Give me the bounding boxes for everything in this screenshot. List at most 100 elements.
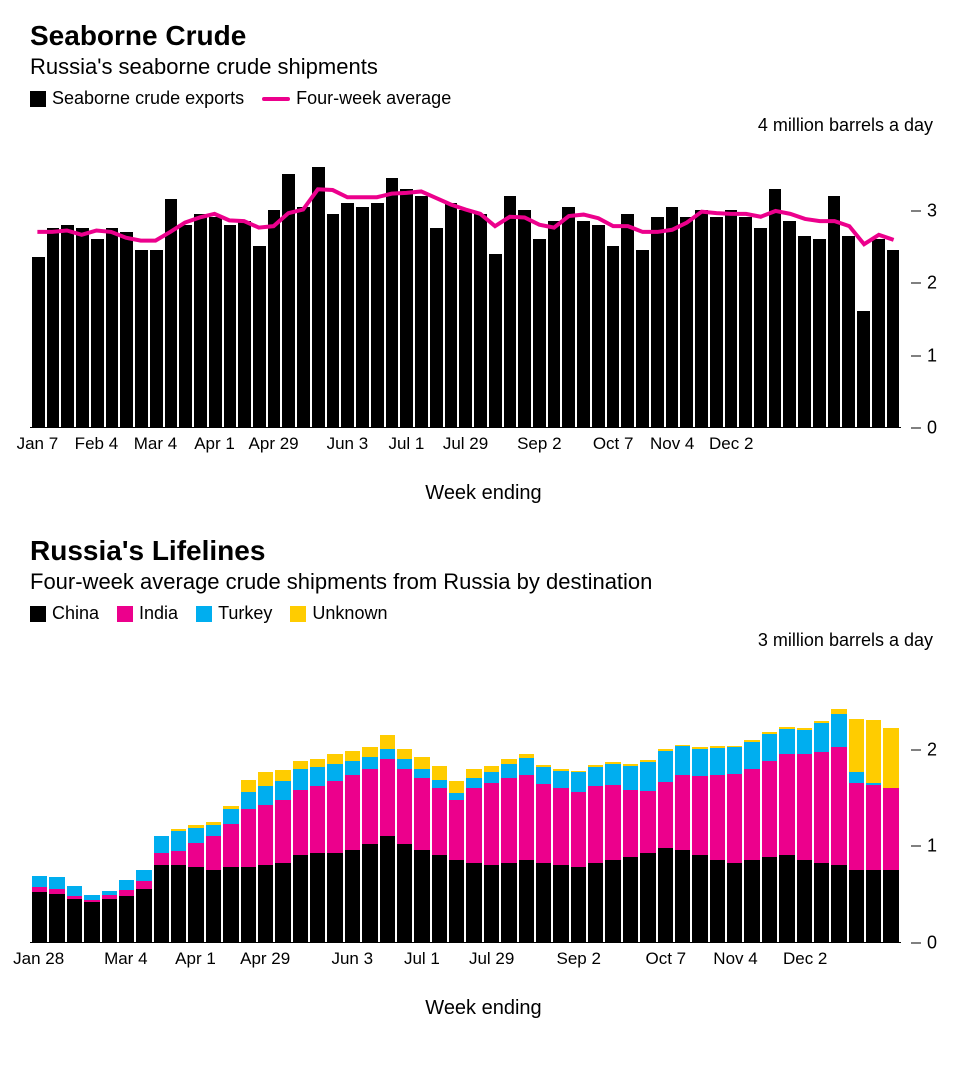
bar	[695, 210, 708, 427]
bar-segment-india	[866, 785, 881, 870]
tick-mark	[911, 943, 921, 944]
bar-segment-turkey	[797, 730, 812, 754]
x-tick: Sep 2	[557, 949, 601, 969]
bar-segment-india	[206, 836, 221, 870]
tick-label: 2	[921, 273, 937, 294]
bar-segment-india	[588, 786, 603, 863]
chart1-title: Seaborne Crude	[30, 20, 937, 52]
bar-segment-india	[779, 754, 794, 855]
chart1-legend: Seaborne crude exportsFour-week average	[30, 88, 937, 109]
legend-swatch-square	[196, 606, 212, 622]
x-tick: Dec 2	[709, 434, 753, 454]
bar-segment-turkey	[744, 742, 759, 769]
bar-segment-china	[553, 865, 568, 942]
chart2-subtitle: Four-week average crude shipments from R…	[30, 569, 937, 595]
bar-segment-turkey	[484, 772, 499, 784]
stacked-bar	[223, 653, 238, 942]
tick-mark	[911, 210, 921, 211]
legend-item: Four-week average	[262, 88, 451, 109]
bar	[445, 203, 458, 427]
stacked-bar	[397, 653, 412, 942]
bar	[842, 236, 855, 427]
chart-russias-lifelines: Russia's Lifelines Four-week average cru…	[30, 535, 937, 1020]
bar-segment-turkey	[67, 886, 82, 896]
bar-segment-turkey	[449, 793, 464, 801]
bar-segment-turkey	[710, 748, 725, 775]
chart2-legend: ChinaIndiaTurkeyUnknown	[30, 603, 937, 624]
x-tick: Jun 3	[327, 434, 369, 454]
bar-segment-turkey	[136, 870, 151, 882]
bar-segment-turkey	[675, 746, 690, 775]
bar-segment-turkey	[623, 766, 638, 790]
bar	[106, 228, 119, 427]
chart1-subtitle: Russia's seaborne crude shipments	[30, 54, 937, 80]
bar-segment-china	[136, 889, 151, 942]
bar-segment-india	[727, 774, 742, 863]
y-tick: 3	[911, 200, 937, 221]
stacked-bar	[102, 653, 117, 942]
legend-label: Four-week average	[296, 88, 451, 109]
x-tick: Jul 1	[404, 949, 440, 969]
bar	[282, 174, 295, 427]
bar-segment-india	[362, 769, 377, 844]
bar	[76, 228, 89, 427]
chart2-x-axis: Jan 28Mar 4Apr 1Apr 29Jun 3Jul 1Jul 29Se…	[30, 949, 901, 971]
legend-item: India	[117, 603, 178, 624]
tick-label: 1	[921, 836, 937, 857]
bar	[61, 225, 74, 427]
bar-segment-india	[414, 778, 429, 850]
bar-segment-unknown	[449, 781, 464, 793]
bar-segment-india	[762, 761, 777, 857]
stacked-bar	[484, 653, 499, 942]
bar	[533, 239, 546, 427]
bar	[798, 236, 811, 427]
bar-segment-india	[623, 790, 638, 857]
bar-segment-india	[293, 790, 308, 856]
bar-segment-turkey	[327, 764, 342, 781]
bar-segment-china	[206, 870, 221, 942]
bar-segment-turkey	[831, 714, 846, 748]
stacked-bar	[744, 653, 759, 942]
bar-segment-india	[258, 805, 273, 865]
bar	[356, 207, 369, 427]
bar	[430, 228, 443, 427]
bar-segment-india	[397, 769, 412, 844]
bar-segment-china	[67, 899, 82, 942]
stacked-bar	[849, 653, 864, 942]
x-tick: Jan 28	[13, 949, 64, 969]
bar-segment-india	[466, 788, 481, 863]
bar	[636, 250, 649, 427]
bar-segment-india	[501, 778, 516, 863]
bar	[91, 239, 104, 427]
bar-segment-turkey	[466, 778, 481, 788]
bar-segment-unknown	[380, 735, 395, 749]
bar-segment-china	[310, 853, 325, 942]
bar-segment-unknown	[258, 772, 273, 786]
x-tick: Jun 3	[331, 949, 373, 969]
stacked-bar	[67, 653, 82, 942]
bar	[518, 210, 531, 427]
x-tick: Sep 2	[517, 434, 561, 454]
tick-mark	[911, 846, 921, 847]
y-tick: 1	[911, 836, 937, 857]
bar-segment-turkey	[588, 767, 603, 786]
stacked-bar	[814, 653, 829, 942]
bar	[224, 225, 237, 427]
legend-label: India	[139, 603, 178, 624]
bar	[769, 189, 782, 427]
y-tick: 2	[911, 273, 937, 294]
x-tick: Apr 1	[175, 949, 216, 969]
bar-segment-china	[293, 855, 308, 942]
legend-swatch-square	[117, 606, 133, 622]
bar-segment-unknown	[293, 761, 308, 769]
bar-segment-india	[605, 785, 620, 860]
bar-segment-india	[275, 800, 290, 863]
bar-segment-unknown	[866, 720, 881, 783]
legend-swatch-square	[30, 606, 46, 622]
bar	[135, 250, 148, 427]
bar-segment-china	[866, 870, 881, 942]
bar-segment-india	[692, 776, 707, 855]
bar	[341, 203, 354, 427]
x-tick: Nov 4	[650, 434, 694, 454]
stacked-bar	[275, 653, 290, 942]
